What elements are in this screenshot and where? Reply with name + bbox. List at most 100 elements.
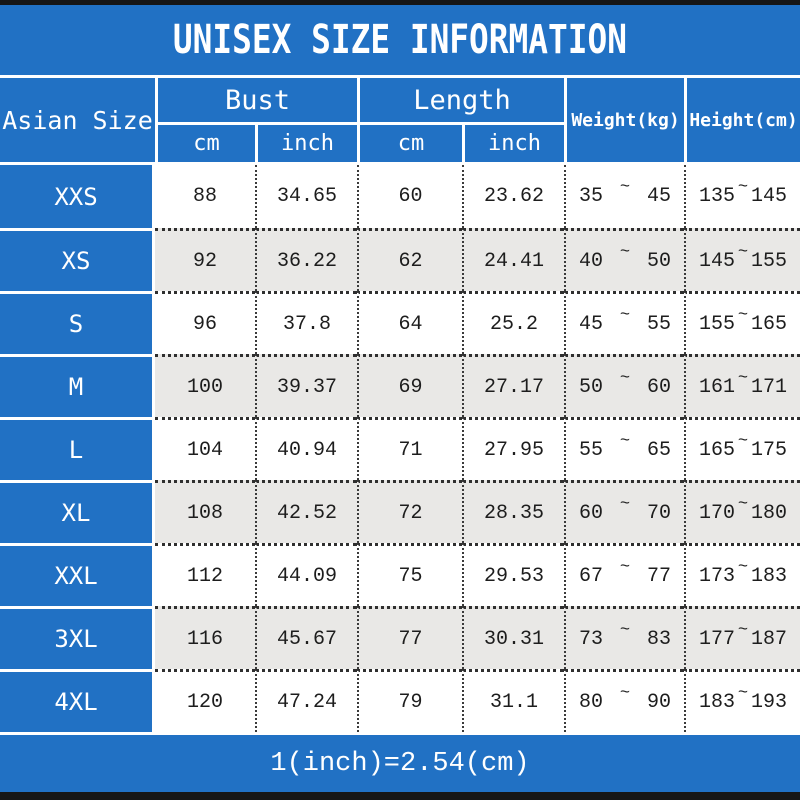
tilde-glyph: ~ [737,494,749,514]
length-inch-cell: 28.35 [462,480,564,543]
size-label-cell: L [0,417,155,480]
weight-max: 70 [646,501,671,525]
header-length-cm: cm [357,122,462,162]
weight-range-cell: 55 ~ 65 [564,417,684,480]
bust-cm-cell: 120 [155,669,255,732]
conversion-note-band: 1(inch)=2.54(cm) [0,735,800,792]
height-range-cell: 170 ~ 180 [684,480,800,543]
tilde-glyph: ~ [737,557,749,577]
height-max: 175 [750,438,787,462]
tilde-glyph: ~ [619,178,631,197]
weight-max: 83 [646,627,671,651]
weight-min: 55 [579,438,604,462]
length-cm-cell: 69 [357,354,462,417]
tilde-glyph: ~ [737,620,749,640]
height-min: 155 [699,312,736,336]
length-inch-cell: 27.17 [462,354,564,417]
height-range-cell: 177 ~ 187 [684,606,800,669]
size-label-cell: XXS [0,165,155,228]
weight-range-cell: 80 ~ 90 [564,669,684,732]
height-range-cell: 155 ~ 165 [684,291,800,354]
height-range-cell: 145 ~ 155 [684,228,800,291]
length-cm-cell: 60 [357,165,462,228]
tilde-glyph: ~ [619,431,631,451]
table-row: 3XL 116 45.67 77 30.31 73 ~ 83 177 ~ 187 [0,606,800,669]
divider [0,732,800,735]
length-cm-cell: 75 [357,543,462,606]
table-row: M 100 39.37 69 27.17 50 ~ 60 161 ~ 171 [0,354,800,417]
bust-inch-cell: 45.67 [255,606,357,669]
bust-cm-cell: 88 [192,185,217,208]
height-min: 161 [699,375,736,399]
weight-max: 60 [646,375,671,399]
height-min: 165 [699,438,736,462]
bust-inch-cell: 42.52 [255,480,357,543]
table-row: XXS 88 34.65 60 23.62 35 ~ 45 135 ~ 145 [0,165,800,228]
height-max: 187 [750,627,787,651]
bust-inch-cell: 34.65 [255,165,357,228]
bust-inch-cell: 36.22 [255,228,357,291]
weight-min: 35 [579,185,604,208]
tilde-glyph: ~ [619,494,631,514]
weight-min: 73 [579,627,604,651]
bust-cm-cell: 92 [155,228,255,291]
weight-range-cell: 35 ~ 45 [564,165,684,228]
header-bust: Bust [155,78,357,122]
header-length-inch: inch [462,122,564,162]
height-min: 145 [699,249,736,273]
tilde-glyph: ~ [737,242,749,262]
length-inch-cell: 31.1 [462,669,564,732]
height-range-cell: 165 ~ 175 [684,417,800,480]
length-inch-cell: 25.2 [462,291,564,354]
weight-range-cell: 73 ~ 83 [564,606,684,669]
weight-max: 65 [646,438,671,462]
tilde-glyph: ~ [619,557,631,577]
weight-max: 90 [646,690,671,714]
weight-min: 80 [579,690,604,714]
length-cm-cell: 72 [357,480,462,543]
length-cm-cell: 79 [357,669,462,732]
length-inch-cell: 23.62 [462,165,564,228]
table-header: Asian Size Bust Length cm inch cm inch W… [0,78,800,165]
table-row: L 104 40.94 71 27.95 55 ~ 65 165 ~ 175 [0,417,800,480]
tilde-glyph: ~ [619,242,631,262]
height-min: 183 [699,690,736,714]
table-row: XS 92 36.22 62 24.41 40 ~ 50 145 ~ 155 [0,228,800,291]
height-min: 173 [699,564,736,588]
top-frame-bar [0,0,800,5]
height-range-cell: 183 ~ 193 [684,669,800,732]
length-cm-cell: 64 [357,291,462,354]
size-label-cell: 4XL [0,669,155,732]
length-inch-cell: 24.41 [462,228,564,291]
size-label-cell: 3XL [0,606,155,669]
tilde-glyph: ~ [619,620,631,640]
tilde-glyph: ~ [737,178,749,197]
weight-range-cell: 50 ~ 60 [564,354,684,417]
weight-range-cell: 40 ~ 50 [564,228,684,291]
size-label-cell: XS [0,228,155,291]
size-label-cell: S [0,291,155,354]
height-max: 145 [750,185,787,208]
weight-max: 45 [646,185,671,208]
conversion-note: 1(inch)=2.54(cm) [270,748,530,779]
weight-min: 45 [579,312,604,336]
weight-max: 55 [646,312,671,336]
tilde-glyph: ~ [619,683,631,703]
bust-cm-cell: 96 [155,291,255,354]
height-range-cell: 135 ~ 145 [684,165,800,228]
bottom-frame-bar [0,792,800,800]
height-min: 177 [699,627,736,651]
weight-min: 50 [579,375,604,399]
weight-min: 67 [579,564,604,588]
bust-cm-cell: 104 [155,417,255,480]
header-bust-inch: inch [255,122,357,162]
weight-range-cell: 45 ~ 55 [564,291,684,354]
size-label-cell: M [0,354,155,417]
height-max: 180 [750,501,787,525]
header-weight: Weight(kg) [564,78,684,162]
bust-inch-cell: 40.94 [255,417,357,480]
table-row: S 96 37.8 64 25.2 45 ~ 55 155 ~ 165 [0,291,800,354]
height-range-cell: 173 ~ 183 [684,543,800,606]
bust-inch-cell: 47.24 [255,669,357,732]
divider [0,75,800,78]
